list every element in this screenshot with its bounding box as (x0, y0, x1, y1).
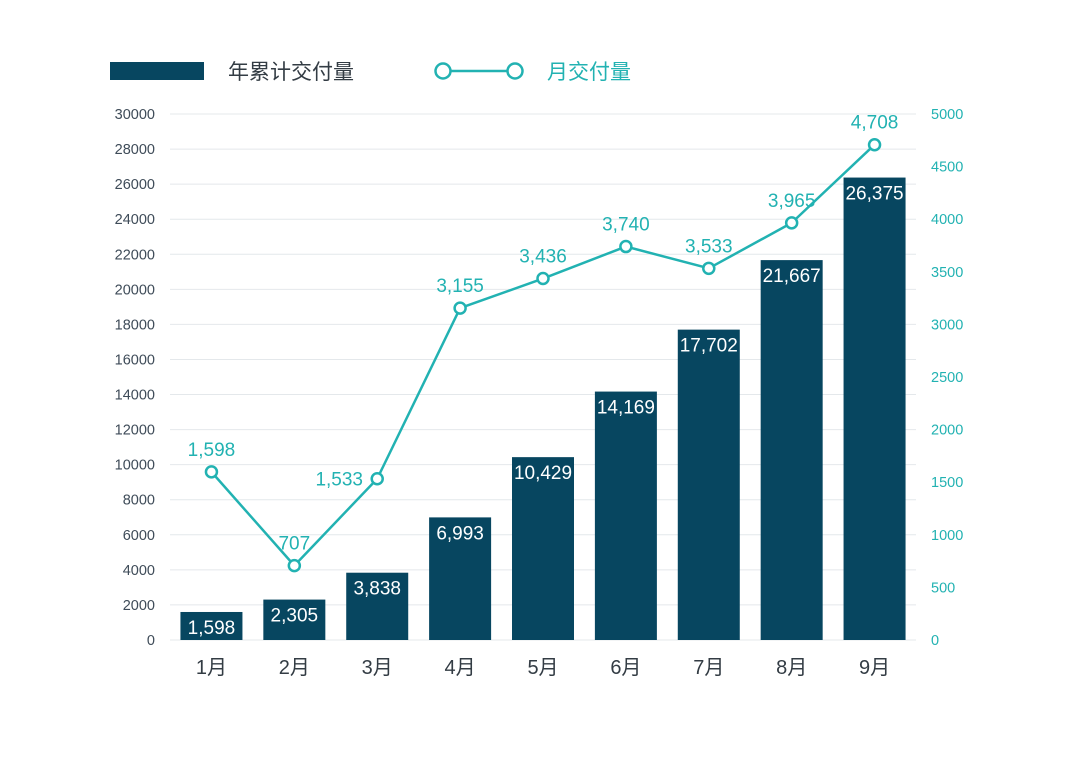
x-tick-label: 2月 (279, 657, 310, 679)
y-right-tick-label: 3500 (931, 265, 963, 281)
bar-4 (429, 517, 492, 640)
x-tick-label: 1月 (196, 657, 227, 679)
y-left-tick-label: 24000 (115, 212, 155, 228)
y-right-tick-label: 1000 (931, 528, 963, 544)
line-point-8 (784, 216, 799, 230)
y-right-tick-label: 2000 (931, 423, 963, 439)
line-point-1 (204, 465, 219, 479)
x-axis: 1月 2月 3月 4月 5月 6月 7月 8月 9月 (196, 657, 890, 679)
y-left-tick-label: 26000 (115, 177, 155, 193)
y-right-tick-label: 1500 (931, 475, 963, 491)
y-left-tick-label: 18000 (115, 317, 155, 333)
line-point-6 (619, 239, 633, 254)
legend-bar-swatch (110, 62, 204, 80)
bar-5 (512, 457, 574, 640)
y-left-tick-label: 28000 (115, 142, 155, 158)
bar-label-7: 17,702 (680, 336, 738, 357)
y-left-tick-label: 0 (147, 633, 155, 649)
y-left-tick-label: 12000 (115, 423, 155, 439)
bar-label-1: 1,598 (188, 618, 236, 639)
y-right-tick-label: 500 (931, 580, 955, 596)
line-point-3 (370, 471, 384, 486)
line-label-6: 3,740 (602, 215, 650, 236)
y-left-tick-label: 6000 (123, 528, 155, 544)
bar-7 (677, 329, 740, 640)
line-point-9 (867, 137, 882, 152)
bar-label-3: 3,838 (353, 579, 401, 600)
legend-line-swatch (434, 62, 524, 80)
y-right-tick-label: 0 (931, 633, 939, 649)
y-axis-left: 0 2000 4000 6000 8000 10000 12000 14000 16000 180… (115, 107, 155, 649)
line-label-8: 3,965 (768, 191, 816, 212)
y-left-tick-label: 14000 (115, 388, 155, 404)
bar-label-6: 14,169 (597, 398, 655, 419)
y-left-tick-label: 8000 (123, 493, 155, 509)
monthly-line-series: 1,598 707 1,533 3,155 3,436 3,740 3,533 3,965 4,… (188, 113, 899, 573)
line-label-9: 4,708 (851, 113, 899, 134)
y-left-tick-label: 16000 (115, 352, 155, 368)
line-label-7: 3,533 (685, 236, 733, 257)
line-label-2: 707 (278, 534, 310, 555)
x-tick-label: 6月 (610, 657, 641, 679)
y-left-tick-label: 10000 (115, 458, 155, 474)
bar-1 (180, 611, 243, 640)
line-label-3: 1,533 (315, 470, 363, 491)
bar-label-2: 2,305 (271, 606, 319, 627)
bar-2 (263, 599, 326, 640)
y-left-tick-label: 4000 (123, 563, 155, 579)
line-label-1: 1,598 (188, 440, 236, 461)
x-tick-label: 9月 (859, 657, 890, 679)
x-tick-label: 8月 (776, 657, 807, 679)
y-left-tick-label: 30000 (115, 107, 155, 123)
line-point-7 (702, 261, 716, 276)
cumulative-bar-labels: 1,598 2,305 3,838 6,993 10,429 14,169 17,702 21… (188, 184, 904, 639)
x-tick-label: 7月 (693, 657, 724, 679)
bar-label-8: 21,667 (763, 266, 821, 287)
cumulative-bars (180, 177, 906, 640)
legend-bar-label: 年累计交付量 (228, 61, 354, 84)
line-label-5: 3,436 (519, 247, 567, 268)
bar-3 (346, 572, 409, 640)
y-right-tick-label: 4500 (931, 160, 963, 176)
y-left-tick-label: 2000 (123, 598, 155, 614)
line-label-4: 3,155 (436, 276, 484, 297)
bar-6 (594, 391, 657, 640)
line-point-4 (453, 301, 467, 315)
x-tick-label: 4月 (445, 657, 476, 679)
y-left-tick-label: 22000 (115, 247, 155, 263)
line-point-2 (287, 558, 302, 573)
line-point-5 (536, 271, 550, 286)
legend-line-label: 月交付量 (547, 61, 631, 84)
legend: 年累计交付量 月交付量 (110, 61, 631, 84)
bar-8 (760, 260, 823, 640)
x-tick-label: 3月 (362, 657, 393, 679)
y-left-tick-label: 20000 (115, 282, 155, 298)
y-right-tick-label: 2500 (931, 370, 963, 386)
bar-label-4: 6,993 (436, 523, 484, 544)
y-right-tick-label: 5000 (931, 107, 963, 123)
y-right-tick-label: 3000 (931, 317, 963, 333)
bar-9 (843, 177, 906, 640)
y-right-tick-label: 4000 (931, 212, 963, 228)
x-tick-label: 5月 (527, 657, 558, 679)
bar-label-5: 10,429 (514, 463, 572, 484)
bar-label-9: 26,375 (845, 184, 903, 205)
y-axis-right: 0 500 1000 1500 2000 2500 3000 3500 4000 4500 5000 (931, 107, 963, 649)
